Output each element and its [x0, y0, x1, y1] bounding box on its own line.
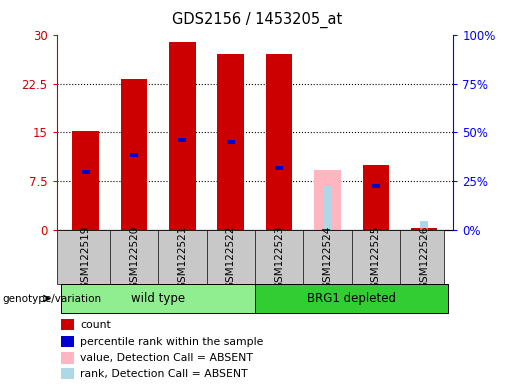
- Bar: [61, 284, 255, 313]
- Text: GSM122524: GSM122524: [322, 225, 333, 289]
- Text: rank, Detection Call = ABSENT: rank, Detection Call = ABSENT: [80, 369, 248, 379]
- Bar: [420, 228, 428, 230]
- Bar: [217, 54, 244, 230]
- Bar: [363, 165, 389, 230]
- Bar: [323, 186, 332, 230]
- Text: percentile rank within the sample: percentile rank within the sample: [80, 337, 264, 347]
- Text: GDS2156 / 1453205_at: GDS2156 / 1453205_at: [173, 12, 342, 28]
- Bar: [227, 140, 235, 144]
- Bar: [411, 228, 437, 230]
- Bar: [82, 170, 90, 174]
- Bar: [169, 42, 196, 230]
- Text: GSM122526: GSM122526: [419, 225, 429, 289]
- Bar: [61, 368, 75, 379]
- Text: genotype/variation: genotype/variation: [3, 293, 101, 304]
- Text: GSM122522: GSM122522: [226, 225, 236, 289]
- Bar: [61, 353, 75, 364]
- Bar: [420, 220, 428, 230]
- Text: GSM122521: GSM122521: [177, 225, 187, 289]
- Text: count: count: [80, 320, 111, 330]
- Text: GSM122525: GSM122525: [371, 225, 381, 289]
- Text: BRG1 depleted: BRG1 depleted: [307, 292, 396, 305]
- Bar: [266, 54, 293, 230]
- Text: wild type: wild type: [131, 292, 185, 305]
- Text: GSM122519: GSM122519: [81, 225, 91, 289]
- Text: GSM122523: GSM122523: [274, 225, 284, 289]
- Bar: [61, 336, 75, 347]
- Bar: [314, 170, 341, 230]
- Bar: [130, 153, 138, 157]
- Bar: [178, 138, 186, 142]
- Bar: [255, 284, 449, 313]
- Bar: [275, 166, 283, 170]
- Text: GSM122520: GSM122520: [129, 226, 139, 289]
- Bar: [121, 79, 147, 230]
- Bar: [372, 184, 380, 188]
- Bar: [73, 131, 99, 230]
- Text: value, Detection Call = ABSENT: value, Detection Call = ABSENT: [80, 353, 253, 364]
- Bar: [61, 319, 75, 330]
